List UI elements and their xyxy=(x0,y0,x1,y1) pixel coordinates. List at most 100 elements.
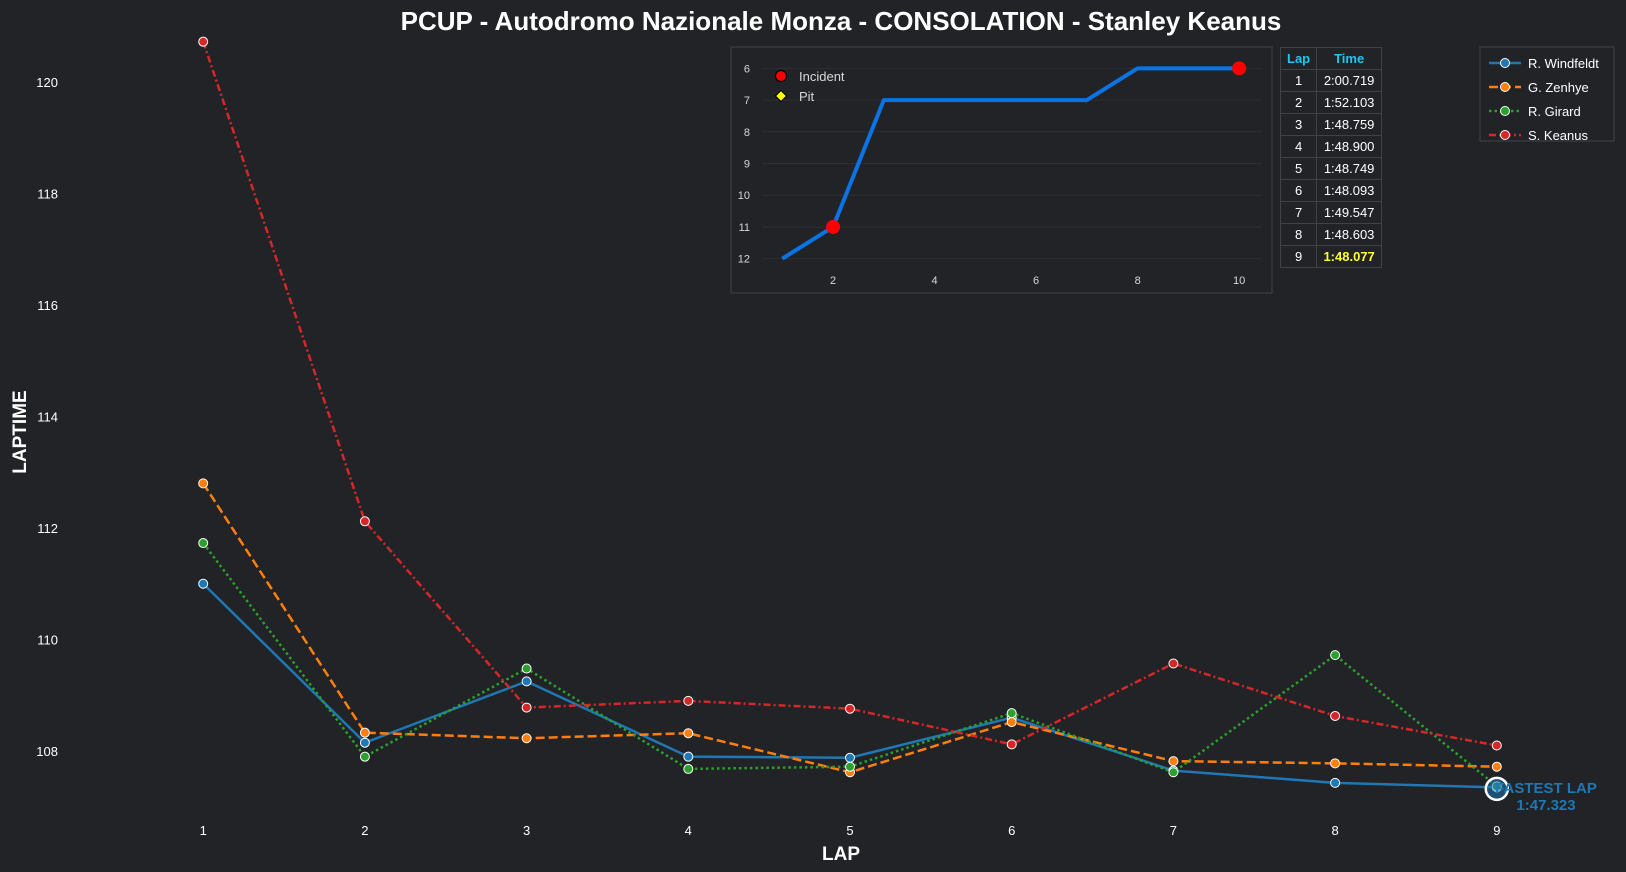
legend-marker xyxy=(1500,58,1510,68)
series-point xyxy=(1330,777,1341,788)
incident-marker xyxy=(1232,61,1247,76)
lap-number: 8 xyxy=(1279,223,1318,246)
x-tick-label: 8 xyxy=(1331,823,1338,838)
series-point xyxy=(198,478,209,489)
series-point xyxy=(359,751,370,762)
x-tick-label: 2 xyxy=(361,823,368,838)
lap-row: 3 1:48.759 xyxy=(1279,113,1383,136)
lap-row: 4 1:48.900 xyxy=(1279,135,1383,158)
lap-number: 9 xyxy=(1279,245,1318,268)
lap-row-best: 9 1:48.077 xyxy=(1279,245,1383,268)
pit-legend-marker xyxy=(774,89,788,103)
series-point xyxy=(683,695,694,706)
inset-y-tick-label: 6 xyxy=(744,63,750,75)
series-point xyxy=(198,538,209,549)
inset-y-tick-label: 10 xyxy=(738,190,750,202)
incident-marker xyxy=(826,219,841,234)
fastest-lap-marker xyxy=(1484,776,1510,802)
series-point xyxy=(683,751,694,762)
series-point xyxy=(1168,756,1179,767)
legend-marker xyxy=(1500,106,1510,116)
legend: R. Windfeldt G. Zenhye R. Girard S. Keanus xyxy=(1479,46,1615,143)
inset-y-tick-label: 7 xyxy=(744,95,750,107)
inset-frame xyxy=(730,46,1273,294)
x-tick-label: 4 xyxy=(685,823,692,838)
lap-time: 1:48.603 xyxy=(1316,223,1383,246)
series-point xyxy=(521,676,532,687)
y-tick-label: 114 xyxy=(37,409,58,424)
y-tick-label: 108 xyxy=(36,744,58,759)
y-tick-label: 112 xyxy=(37,521,58,536)
lap-row: 2 1:52.103 xyxy=(1279,91,1383,114)
lap-number: 7 xyxy=(1279,201,1318,224)
legend-marker xyxy=(1500,130,1510,140)
lap-number: 3 xyxy=(1279,113,1318,136)
legend-label: R. Girard xyxy=(1528,104,1581,119)
legend-label: G. Zenhye xyxy=(1528,80,1589,95)
series-point xyxy=(198,36,209,47)
inset-y-tick-label: 11 xyxy=(739,222,750,234)
inset-plot: 6 7 8 9 10 11 12 2 4 6 8 10 xyxy=(738,61,1262,287)
series-line-1 xyxy=(202,482,1497,774)
pit-legend-label: Pit xyxy=(799,89,815,104)
lap-row: 8 1:48.603 xyxy=(1279,223,1383,246)
inset-x-tick-label: 4 xyxy=(932,275,938,287)
x-tick-label: 1 xyxy=(200,823,207,838)
inset-y-tick-label: 12 xyxy=(738,254,750,266)
series-point xyxy=(1330,650,1341,661)
series-point xyxy=(198,578,209,589)
fastest-lap-annotation: FASTEST LAP 1:47.323 xyxy=(1495,780,1597,814)
series-point xyxy=(1491,761,1502,772)
series-point xyxy=(1168,767,1179,778)
chart-title: PCUP - Autodromo Nazionale Monza - CONSO… xyxy=(401,6,1282,36)
lap-time: 1:48.093 xyxy=(1316,179,1383,202)
lap-time: 1:48.749 xyxy=(1316,157,1383,180)
fastest-lap-label: FASTEST LAP xyxy=(1495,780,1597,797)
series-point xyxy=(521,663,532,674)
series-point xyxy=(359,737,370,748)
series-point xyxy=(683,763,694,774)
lap-number: 2 xyxy=(1279,91,1318,114)
lap-row: 1 2:00.719 xyxy=(1279,69,1383,92)
inset-x-tick-label: 10 xyxy=(1233,275,1245,287)
inset-y-tick-label: 9 xyxy=(744,159,750,171)
lap-time-table: Lap Time 1 2:00.719 2 1:52.103 3 1:48.759 4… xyxy=(1279,47,1383,268)
series-line-2 xyxy=(202,542,1498,788)
inset-x-tick-label: 6 xyxy=(1033,275,1039,287)
lap-row: 5 1:48.749 xyxy=(1279,157,1383,180)
series-point xyxy=(521,733,532,744)
inset-x-tick-label: 2 xyxy=(830,275,836,287)
lap-row: 7 1:49.547 xyxy=(1279,201,1383,224)
lap-time: 1:52.103 xyxy=(1316,91,1383,114)
series-point xyxy=(1006,717,1017,728)
series-point xyxy=(521,702,532,713)
legend-label: R. Windfeldt xyxy=(1528,56,1599,71)
incident-legend-label: Incident xyxy=(799,69,845,84)
series-point xyxy=(845,752,855,763)
series-point xyxy=(1491,740,1502,751)
y-tick-label: 116 xyxy=(37,298,58,313)
series-point xyxy=(845,703,855,714)
series-point xyxy=(1168,658,1179,669)
lap-time: 1:49.547 xyxy=(1316,201,1383,224)
y-tick-label: 110 xyxy=(37,633,58,648)
lap-time: 1:48.900 xyxy=(1316,135,1383,158)
inset-x-tick-label: 8 xyxy=(1135,275,1141,287)
inset-legend: Incident Pit xyxy=(774,69,845,104)
y-axis-label: LAPTIME xyxy=(10,390,31,473)
x-tick-label: 6 xyxy=(1008,823,1015,838)
lap-time-best: 1:48.077 xyxy=(1316,245,1383,268)
time-column-header: Time xyxy=(1316,47,1383,70)
lap-column-header: Lap xyxy=(1279,47,1318,70)
x-tick-label: 5 xyxy=(846,823,853,838)
x-tick-label: 7 xyxy=(1170,823,1177,838)
y-tick-label: 118 xyxy=(37,186,58,201)
fastest-lap-time: 1:47.323 xyxy=(1516,797,1575,814)
lap-time: 1:48.759 xyxy=(1316,113,1383,136)
lap-number: 5 xyxy=(1279,157,1318,180)
series-point xyxy=(1330,710,1341,721)
x-axis-label: LAP xyxy=(822,844,860,865)
legend-label: S. Keanus xyxy=(1528,128,1588,143)
